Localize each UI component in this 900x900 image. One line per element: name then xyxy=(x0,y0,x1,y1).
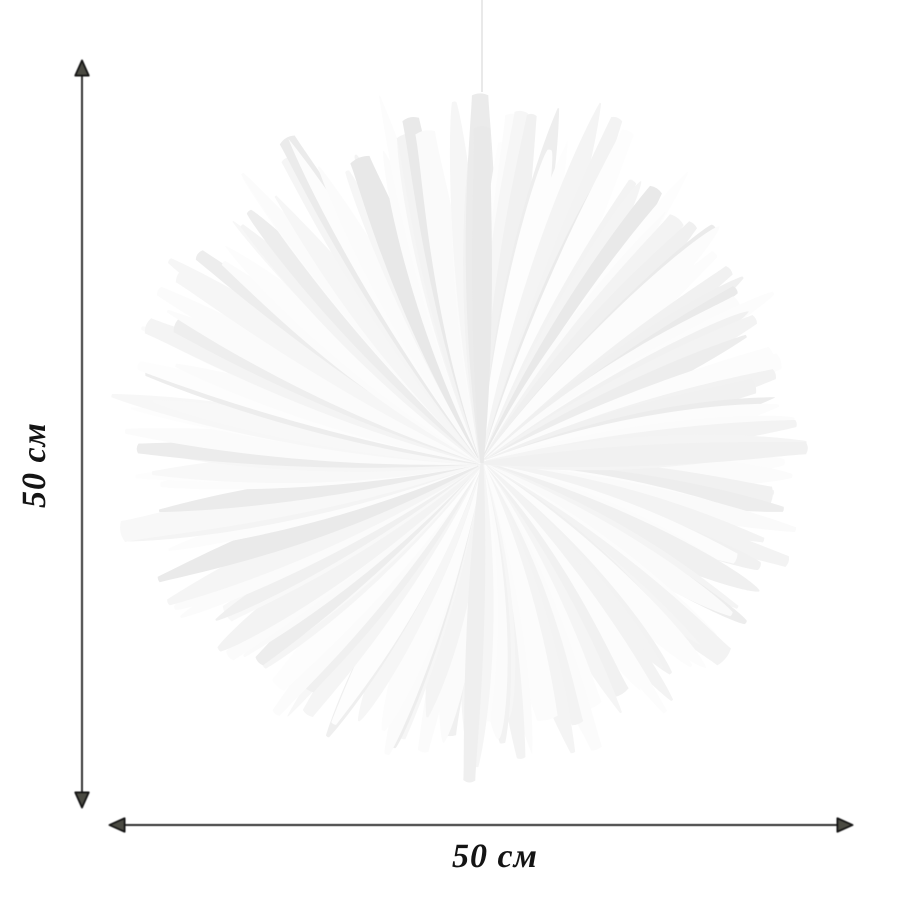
svg-text:50 см: 50 см xyxy=(16,422,53,508)
svg-text:50 см: 50 см xyxy=(452,838,538,875)
